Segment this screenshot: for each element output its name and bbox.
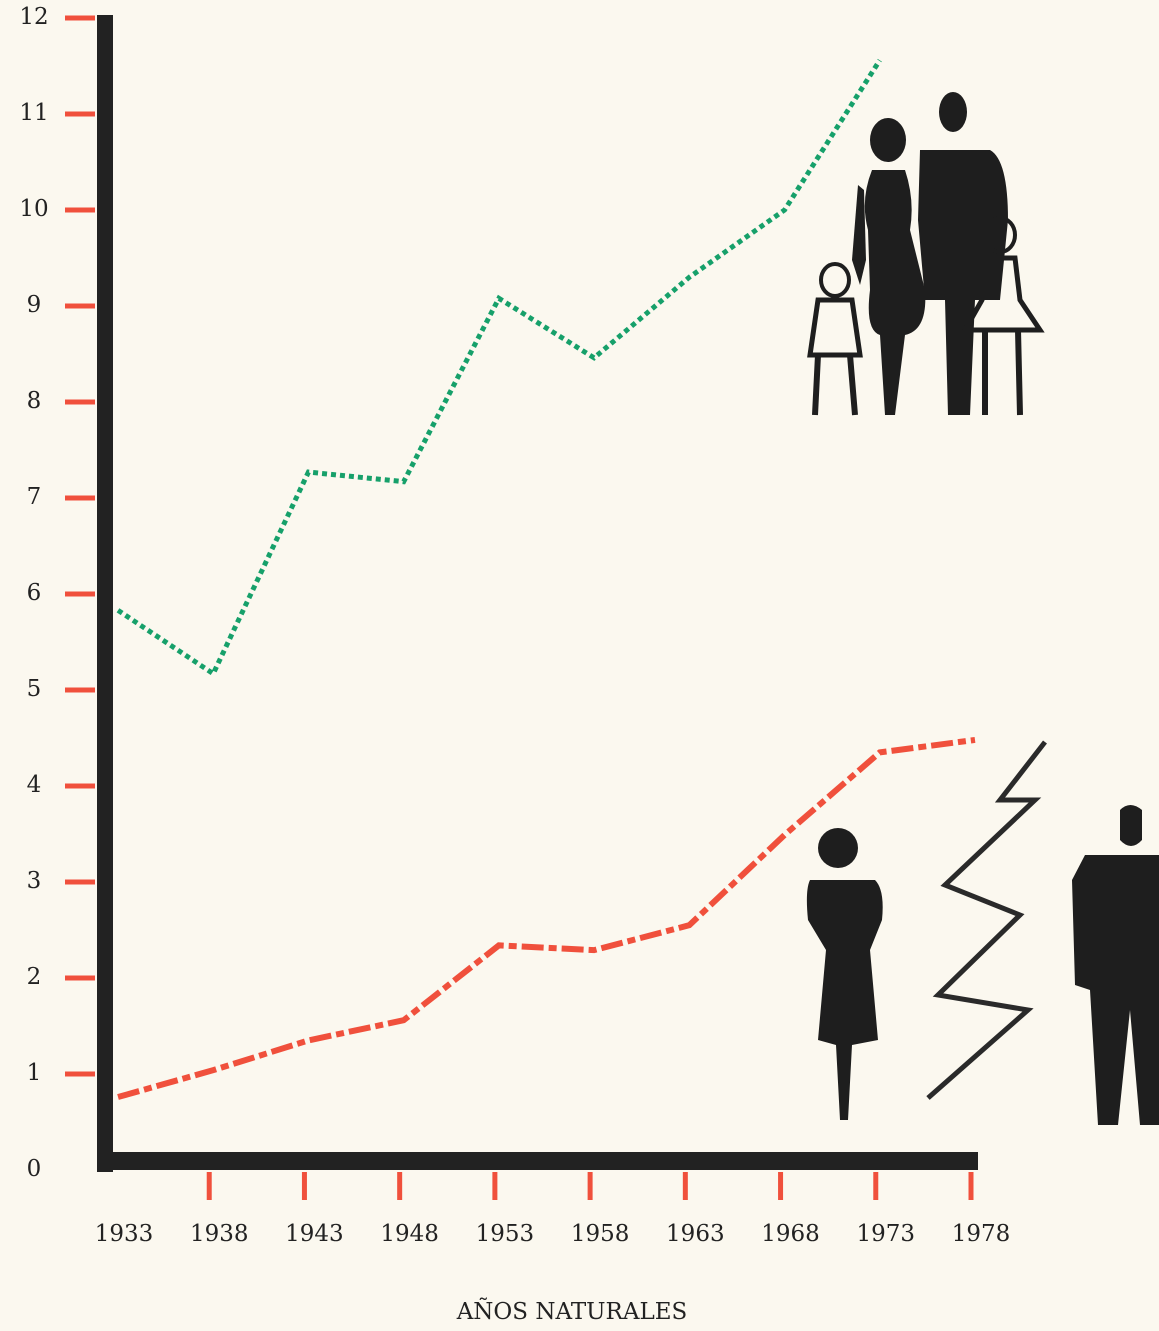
x-axis-line xyxy=(100,1152,978,1170)
break-zigzag xyxy=(926,740,1047,1100)
y-tick-label: 6 xyxy=(27,580,42,606)
x-tick-label: 1933 xyxy=(95,1221,154,1247)
x-tick-label: 1968 xyxy=(761,1221,820,1247)
y-tick-label: 12 xyxy=(19,4,48,30)
family-illustration xyxy=(807,92,1045,416)
y-tick-label: 5 xyxy=(27,676,42,702)
y-tick-label: 7 xyxy=(27,484,42,510)
woman-illustration xyxy=(806,828,883,1120)
y-tick-label: 9 xyxy=(27,292,42,318)
y-tick-label: 0 xyxy=(27,1156,42,1182)
illustrations xyxy=(806,92,1159,1125)
y-tick-label: 8 xyxy=(27,388,42,414)
x-tick-label: 1953 xyxy=(476,1221,535,1247)
y-axis-line xyxy=(97,15,113,1172)
y-tick-label: 4 xyxy=(27,772,42,798)
x-axis-title: AÑOS NATURALES xyxy=(456,1297,688,1325)
y-tick-label: 2 xyxy=(27,964,42,990)
man-illustration xyxy=(1072,805,1159,1125)
x-tick-label: 1958 xyxy=(571,1221,630,1247)
data-line xyxy=(117,736,976,1100)
x-tick-label: 1978 xyxy=(952,1221,1011,1247)
x-tick-label: 1948 xyxy=(380,1221,439,1247)
y-tick-label: 1 xyxy=(27,1060,42,1086)
y-tick-label: 3 xyxy=(27,868,42,894)
x-tick-label: 1943 xyxy=(285,1221,344,1247)
data-line xyxy=(116,58,882,678)
x-tick-label: 1973 xyxy=(857,1221,916,1247)
y-tick-label: 10 xyxy=(19,196,48,222)
x-tick-label: 1963 xyxy=(666,1221,725,1247)
y-tick-label: 11 xyxy=(19,100,48,126)
x-tick-label: 1938 xyxy=(190,1221,249,1247)
